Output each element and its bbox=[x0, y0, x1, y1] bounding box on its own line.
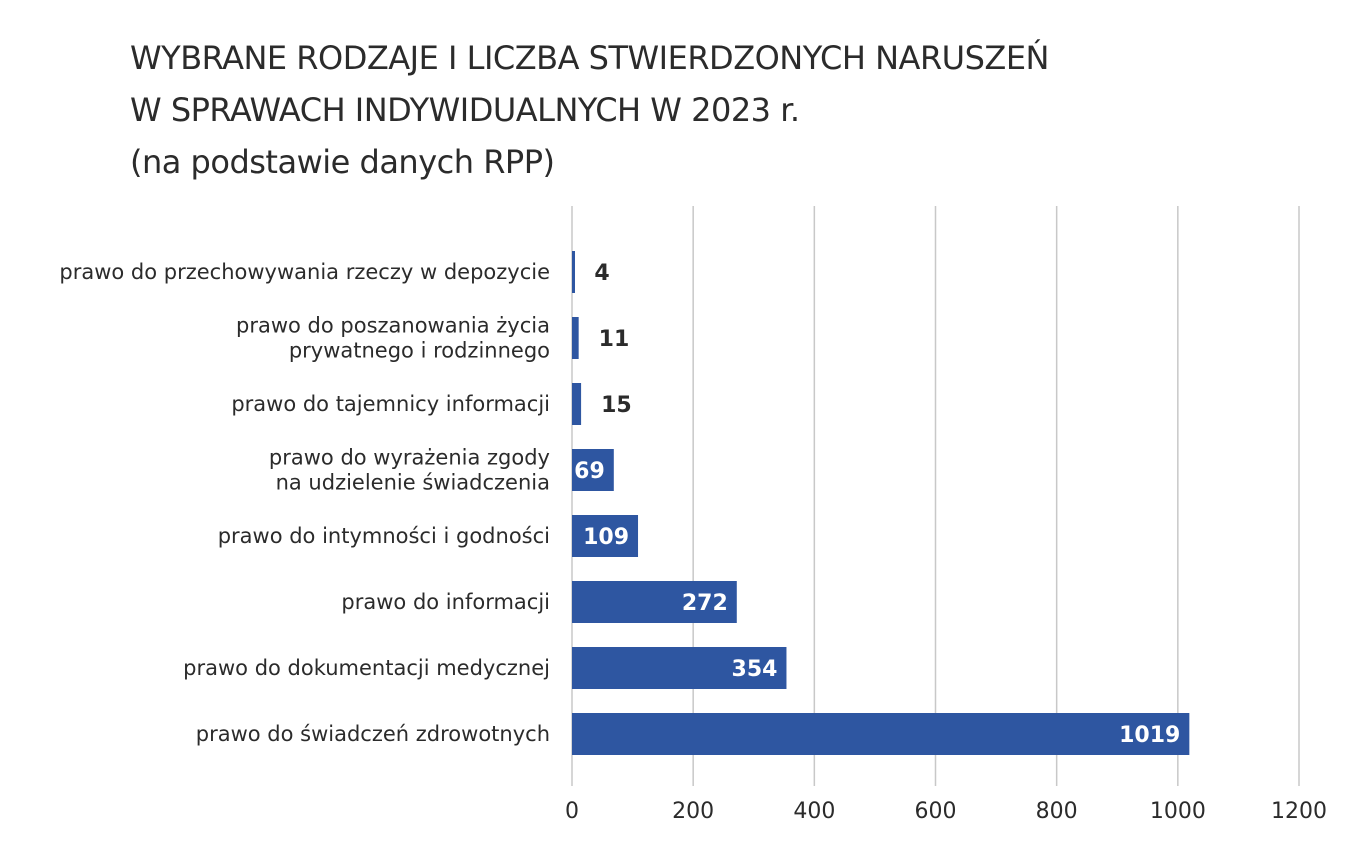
bars bbox=[572, 251, 1190, 755]
gridlines bbox=[571, 206, 1300, 786]
x-tick-label-600: 600 bbox=[915, 799, 957, 824]
bar-4 bbox=[572, 515, 639, 557]
value-label-3: 69 bbox=[574, 459, 605, 484]
category-label-2: prawo do tajemnicy informacji bbox=[231, 392, 550, 416]
bar-5 bbox=[572, 581, 737, 623]
category-label-7: prawo do świadczeń zdrowotnych bbox=[196, 722, 550, 746]
value-label-1: 11 bbox=[599, 327, 630, 352]
bar-2 bbox=[572, 383, 582, 425]
category-label-1-line-1: prywatnego i rodzinnego bbox=[289, 339, 550, 363]
category-label-5: prawo do informacji bbox=[341, 590, 550, 614]
value-label-6: 354 bbox=[732, 657, 778, 682]
bar-1 bbox=[572, 317, 579, 359]
value-label-0: 4 bbox=[594, 261, 609, 286]
value-label-7: 1019 bbox=[1119, 723, 1180, 748]
x-tick-label-400: 400 bbox=[793, 799, 835, 824]
bar-7 bbox=[572, 713, 1190, 755]
category-label-4: prawo do intymności i godności bbox=[218, 524, 550, 548]
value-label-5: 272 bbox=[682, 591, 728, 616]
category-labels: prawo do przechowywania rzeczy w depozyc… bbox=[59, 260, 550, 746]
value-label-2: 15 bbox=[601, 393, 632, 418]
category-label-1-line-0: prawo do poszanowania życia bbox=[236, 314, 550, 338]
category-label-0: prawo do przechowywania rzeczy w depozyc… bbox=[59, 260, 550, 284]
x-tick-label-200: 200 bbox=[672, 799, 714, 824]
value-labels: 4 11 15 69 109 272 354 1019 bbox=[574, 261, 1180, 748]
x-axis-ticks: 0 200 400 600 800 1000 1200 bbox=[565, 799, 1327, 824]
bar-3 bbox=[572, 449, 614, 491]
value-label-4: 109 bbox=[583, 525, 629, 550]
chart-title-line-1: WYBRANE RODZAJE I LICZBA STWIERDZONYCH N… bbox=[130, 39, 1049, 77]
x-tick-label-1000: 1000 bbox=[1150, 799, 1206, 824]
x-tick-label-800: 800 bbox=[1036, 799, 1078, 824]
category-label-3-line-1: na udzielenie świadczenia bbox=[276, 471, 550, 495]
chart-title-line-3: (na podstawie danych RPP) bbox=[130, 143, 555, 181]
x-tick-label-0: 0 bbox=[565, 799, 579, 824]
bar-0 bbox=[572, 251, 575, 293]
category-label-6: prawo do dokumentacji medycznej bbox=[183, 656, 550, 680]
bar-6 bbox=[572, 647, 787, 689]
x-tick-label-1200: 1200 bbox=[1271, 799, 1327, 824]
chart-title: WYBRANE RODZAJE I LICZBA STWIERDZONYCH N… bbox=[130, 32, 1049, 188]
chart-title-line-2: W SPRAWACH INDYWIDUALNYCH W 2023 r. bbox=[130, 91, 800, 129]
category-label-3-line-0: prawo do wyrażenia zgody bbox=[269, 446, 550, 470]
